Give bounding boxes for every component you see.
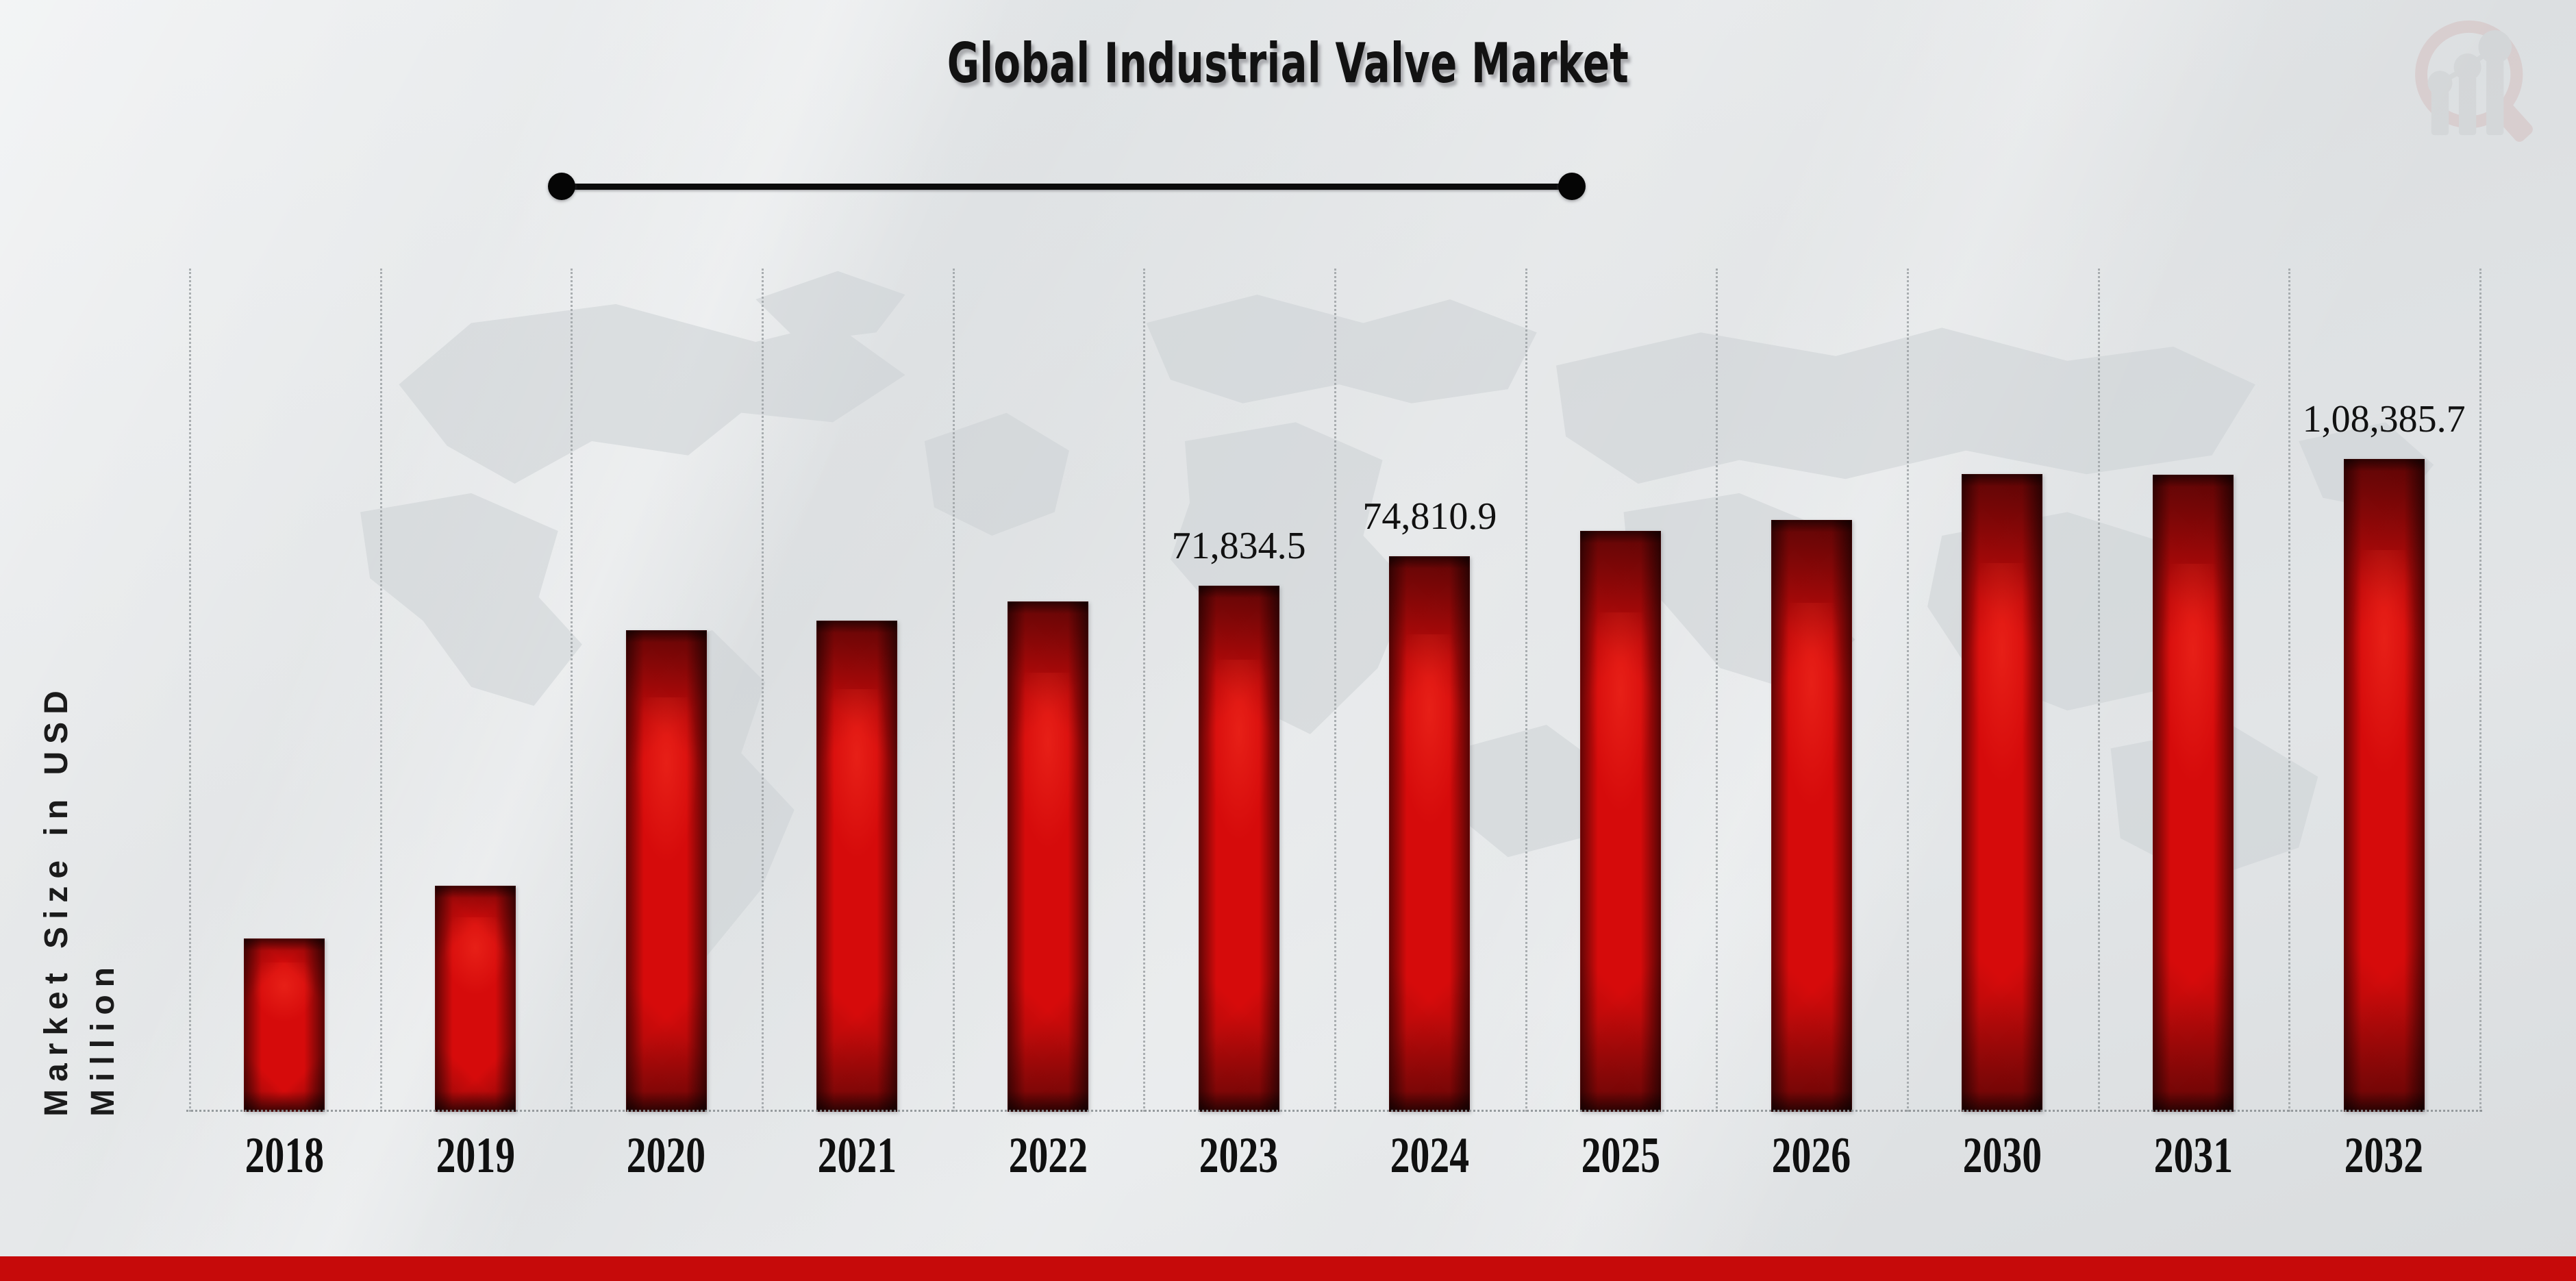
bar-slot [571, 269, 762, 1112]
bar-2018[interactable] [244, 938, 325, 1112]
range-indicator [548, 173, 1586, 200]
bar-2026[interactable] [1771, 520, 1852, 1112]
bar-slot [189, 269, 380, 1112]
gridline [1334, 269, 1336, 1112]
gridline [762, 269, 764, 1112]
bar-2021[interactable] [816, 621, 898, 1112]
range-indicator-dot-right [1558, 173, 1586, 200]
bar-2023[interactable] [1198, 586, 1279, 1112]
x-tick-2023: 2023 [1199, 1128, 1279, 1184]
bar-slot [1716, 269, 1907, 1112]
x-tick-2024: 2024 [1390, 1128, 1470, 1184]
footer-accent-bar [0, 1256, 2576, 1281]
bar-slot: 1,08,385.7 [2288, 269, 2479, 1112]
bar-2019[interactable] [434, 886, 516, 1112]
x-tick-2030: 2030 [1962, 1128, 2042, 1184]
gridline [571, 269, 573, 1112]
x-tick-2018: 2018 [245, 1128, 325, 1184]
y-axis-title-line2: Million [85, 960, 121, 1117]
gridline [1525, 269, 1527, 1112]
gridline [189, 269, 191, 1112]
magnifier-bar-chart-logo-icon [2405, 15, 2553, 145]
x-tick-2019: 2019 [436, 1128, 515, 1184]
x-tick-2022: 2022 [1008, 1128, 1088, 1184]
x-tick-2020: 2020 [626, 1128, 706, 1184]
gridline [952, 269, 955, 1112]
bar-2031[interactable] [2152, 475, 2234, 1112]
bar-2024[interactable] [1389, 556, 1471, 1112]
bar-value-label-2032: 1,08,385.7 [2302, 398, 2466, 440]
x-tick-2026: 2026 [1771, 1128, 1851, 1184]
bar-slot [762, 269, 953, 1112]
range-indicator-dot-left [548, 173, 575, 200]
y-axis-title: Market Size in USD Million [4, 384, 121, 1117]
bar-2020[interactable] [625, 630, 707, 1112]
bar-slot [1525, 269, 1716, 1112]
gridline [2097, 269, 2100, 1112]
bar-2022[interactable] [1007, 601, 1088, 1112]
bar-slot: 74,810.9 [1334, 269, 1525, 1112]
bar-2032[interactable] [2343, 459, 2425, 1112]
bar-2030[interactable] [1962, 474, 2043, 1112]
x-tick-2021: 2021 [817, 1128, 897, 1184]
gridline [2288, 269, 2291, 1112]
bar-slot [1907, 269, 2098, 1112]
gridline [1143, 269, 1146, 1112]
x-tick-2031: 2031 [2153, 1128, 2233, 1184]
bar-2025[interactable] [1579, 531, 1661, 1112]
x-tick-2025: 2025 [1581, 1128, 1660, 1184]
gridline [1907, 269, 1909, 1112]
y-axis-title-line1: Market Size in USD [38, 683, 75, 1117]
axis-baseline [186, 1110, 2482, 1112]
bar-slot [953, 269, 1144, 1112]
bar-slot: 71,834.5 [1143, 269, 1334, 1112]
bar-value-label-2024: 74,810.9 [1362, 495, 1497, 538]
gridline [2479, 269, 2481, 1112]
page-title: Global Industrial Valve Market [947, 32, 1629, 95]
bar-slot [380, 269, 571, 1112]
gridline [1716, 269, 1718, 1112]
x-tick-2032: 2032 [2344, 1128, 2424, 1184]
plot-area: 71,834.5 74,810.9 1,08,385.7 [186, 269, 2482, 1112]
bar-slot [2098, 269, 2289, 1112]
bar-value-label-2023: 71,834.5 [1171, 525, 1306, 567]
range-indicator-line [558, 184, 1576, 190]
gridline [379, 269, 382, 1112]
